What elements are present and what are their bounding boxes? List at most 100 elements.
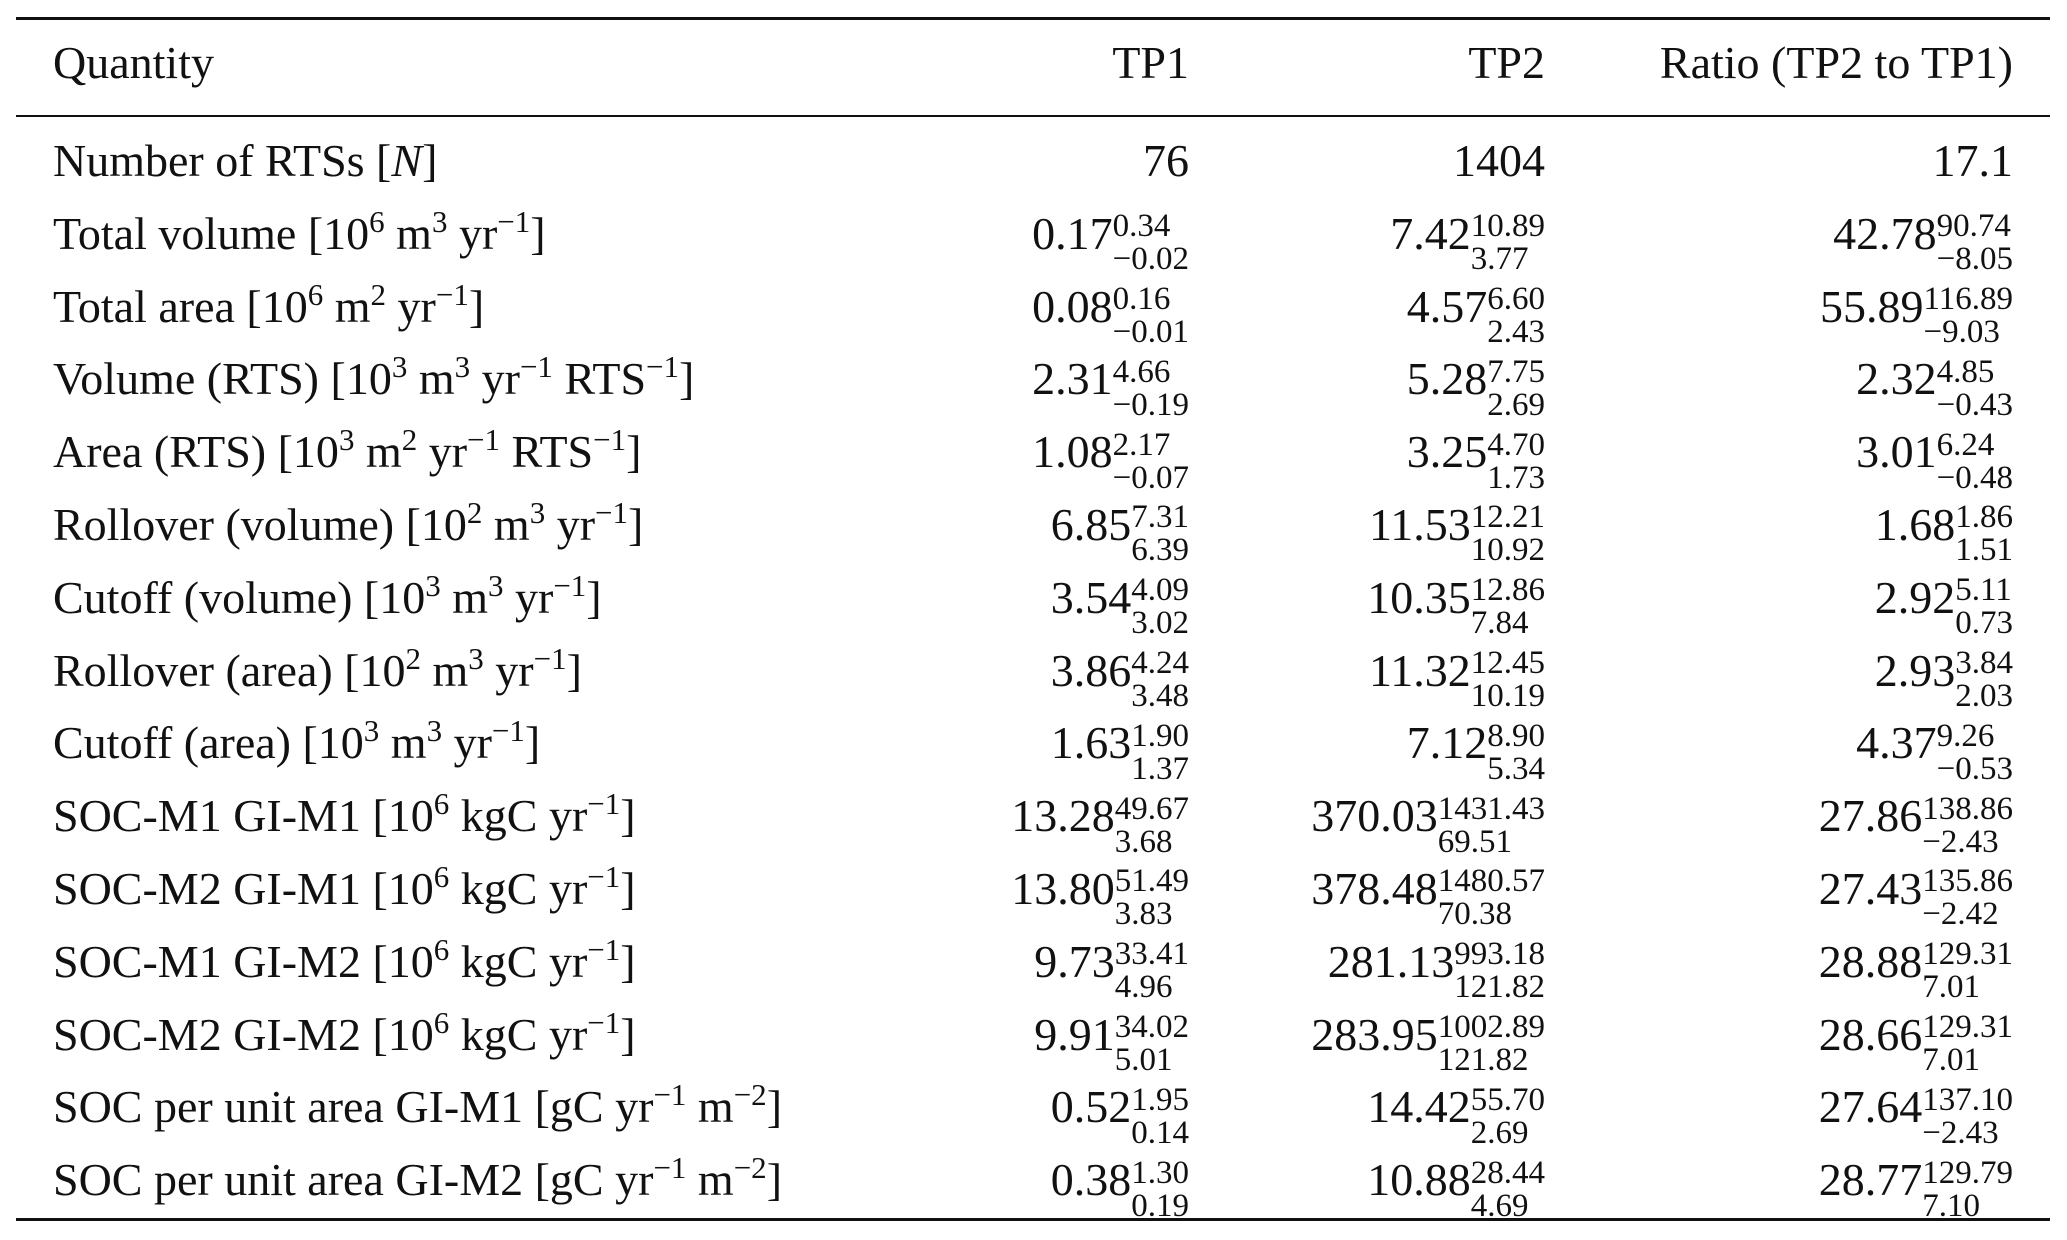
label-text: ]: [620, 1008, 636, 1060]
label-superscript: 6: [307, 276, 324, 312]
row-label: SOC per unit area GI-M2 [gC yr−1 m−2]: [53, 1144, 782, 1216]
value: 11.32: [1368, 644, 1471, 696]
bounds: 129.31 7.01: [1922, 938, 2013, 1004]
value-cell: 4.57 6.60 2.43: [1407, 271, 1545, 349]
value: 28.88: [1818, 935, 1923, 987]
label-text: kgC yr: [449, 935, 588, 987]
value: 2.31: [1032, 353, 1113, 405]
value-cell: 7.42 10.89 3.77: [1390, 198, 1545, 276]
lower-bound: −9.03: [1923, 314, 2000, 351]
table-row: Total area [106 m2 yr−1] 0.08 0.16 −0.01 4.5…: [0, 271, 2067, 349]
bounds: 12.86 7.84: [1471, 574, 1545, 640]
value: 4.57: [1406, 280, 1488, 332]
upper-bound: 993.18: [1454, 936, 1545, 973]
value-cell: 2.31 4.66 −0.19: [1032, 343, 1189, 421]
label-superscript: −1: [653, 1077, 687, 1113]
table-row: Cutoff (area) [103 m3 yr−1] 1.63 1.90 1.37 7…: [0, 707, 2067, 785]
upper-bound: 4.66: [1112, 353, 1171, 390]
value-cell: 2.92 5.11 0.73: [1875, 562, 2013, 640]
label-superscript: 2: [370, 276, 387, 312]
label-text: yr: [545, 499, 596, 550]
label-superscript: 3: [468, 640, 484, 676]
upper-bound: 129.31: [1922, 1009, 2013, 1046]
label-superscript: −1: [533, 640, 567, 676]
label-superscript: −1: [435, 276, 469, 312]
value: 55.89: [1819, 280, 1924, 332]
lower-bound: −0.01: [1112, 314, 1189, 351]
lower-bound: 3.83: [1114, 896, 1173, 933]
lower-bound: 3.48: [1131, 678, 1189, 715]
upper-bound: 4.70: [1487, 426, 1545, 463]
bounds: 10.89 3.77: [1471, 210, 1545, 276]
top-rule: [16, 17, 2050, 20]
lower-bound: −0.07: [1112, 459, 1189, 496]
value-cell: 370.03 1431.43 69.51: [1311, 780, 1545, 858]
label-text: ]: [679, 353, 695, 405]
label-text: ]: [586, 571, 602, 623]
lower-bound: 7.01: [1922, 969, 1980, 1006]
label-text: RTS: [500, 426, 594, 478]
value-cell: 283.95 1002.89 121.82: [1311, 999, 1545, 1077]
bounds: 5.11 0.73: [1955, 574, 2013, 640]
value: 13.28: [1011, 790, 1115, 842]
value-cell: 0.38 1.30 0.19: [1051, 1144, 1189, 1222]
bounds: 90.74 −8.05: [1937, 210, 2013, 276]
label-superscript: 3: [431, 203, 448, 239]
label-text: yr: [417, 426, 468, 478]
label-text: Total area [10: [53, 280, 308, 332]
value: 9.73: [1034, 935, 1115, 987]
row-label: Total area [106 m2 yr−1]: [53, 271, 484, 343]
row-label: SOC per unit area GI-M1 [gC yr−1 m−2]: [53, 1071, 782, 1143]
row-label: Cutoff (volume) [103 m3 yr−1]: [53, 562, 602, 634]
upper-bound: 3.84: [1955, 645, 2013, 682]
label-superscript: −1: [595, 494, 629, 530]
label-text: ]: [524, 717, 541, 769]
label-text: Total volume [10: [53, 207, 370, 259]
value: 0.52: [1050, 1081, 1132, 1133]
lower-bound: −2.43: [1922, 823, 1999, 860]
lower-bound: 0.19: [1131, 1187, 1189, 1224]
value-cell: 6.85 7.31 6.39: [1051, 489, 1189, 567]
bounds: 4.85 −0.43: [1937, 355, 2013, 422]
bounds: 1.86 1.51: [1955, 501, 2013, 567]
value-cell: 27.86 138.86 −2.43: [1819, 780, 2013, 858]
lower-bound: 2.69: [1470, 1114, 1529, 1151]
upper-bound: 4.09: [1131, 572, 1189, 609]
value: 0.08: [1032, 280, 1113, 332]
label-text: kgC yr: [449, 790, 588, 842]
bounds: 1.30 0.19: [1131, 1156, 1189, 1224]
value-cell: 17.1: [1933, 125, 2014, 197]
upper-bound: 0.16: [1112, 281, 1171, 318]
table-row: SOC-M2 GI-M1 [106 kgC yr−1] 13.80 51.49 3.8…: [0, 853, 2067, 931]
value: 11.53: [1368, 499, 1471, 550]
value-cell: 5.28 7.75 2.69: [1407, 343, 1545, 421]
label-superscript: −1: [587, 1004, 621, 1040]
upper-bound: 6.24: [1936, 426, 1995, 463]
upper-bound: 1.95: [1131, 1081, 1189, 1118]
value: 14.42: [1367, 1081, 1471, 1133]
lower-bound: −2.43: [1922, 1114, 1999, 1151]
bounds: 138.86 −2.43: [1922, 792, 2013, 860]
value: 370.03: [1311, 790, 1438, 842]
lower-bound: 0.14: [1131, 1114, 1189, 1151]
lower-bound: 1.51: [1955, 532, 2013, 569]
value-cell: 3.01 6.24 −0.48: [1856, 416, 2013, 494]
header-cell: TP2: [1468, 37, 1545, 88]
bounds: 12.45 10.19: [1471, 647, 1545, 713]
lower-bound: 2.69: [1487, 386, 1545, 423]
upper-bound: 135.86: [1922, 863, 2013, 900]
label-superscript: −1: [587, 931, 621, 967]
row-label: Rollover (area) [102 m3 yr−1]: [53, 635, 582, 707]
label-text: Rollover (volume) [10: [53, 499, 467, 550]
value-cell: 281.13 993.18 121.82: [1328, 926, 1545, 1004]
lower-bound: 2.03: [1955, 678, 2013, 715]
value: 27.43: [1818, 863, 1923, 914]
value: 27.64: [1818, 1081, 1923, 1133]
lower-bound: 0.73: [1955, 605, 2013, 642]
upper-bound: 55.70: [1470, 1081, 1545, 1118]
bounds: 12.21 10.92: [1471, 501, 1545, 567]
value: 1404: [1453, 135, 1545, 186]
table-row: Rollover (volume) [102 m3 yr−1] 6.85 7.31 6…: [0, 489, 2067, 567]
upper-bound: 1002.89: [1437, 1009, 1545, 1046]
label-superscript: 6: [369, 203, 385, 239]
